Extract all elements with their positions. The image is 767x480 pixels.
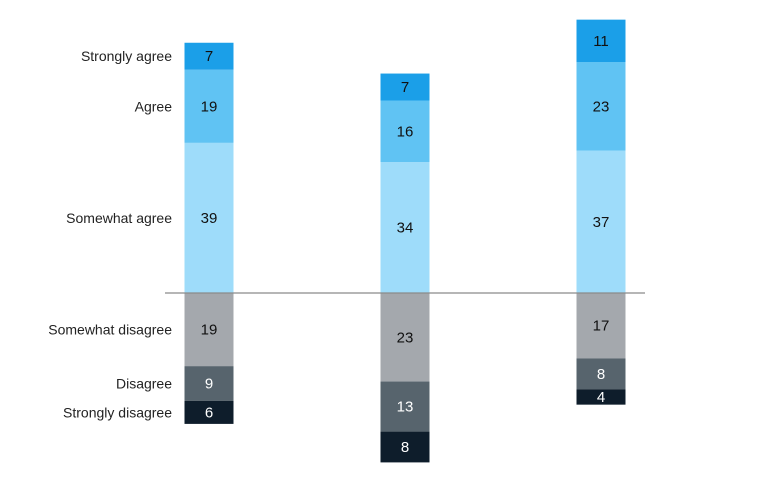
data-label-somewhat-disagree-col2: 23 [397, 329, 414, 346]
data-label-strongly-agree-col2: 7 [401, 79, 409, 96]
bar-segment-somewhat-agree-col2 [380, 162, 430, 293]
bar-segment-disagree-col3 [576, 358, 626, 390]
data-label-disagree-col3: 8 [597, 366, 605, 383]
bar-segment-agree-col1 [184, 69, 234, 143]
data-label-strongly-disagree-col1: 6 [205, 404, 213, 421]
legend-label-somewhat-agree: Somewhat agree [66, 210, 172, 226]
data-label-somewhat-agree-col1: 39 [201, 210, 218, 227]
data-label-agree-col3: 23 [593, 98, 610, 115]
bar-segment-somewhat-disagree-col1 [184, 293, 234, 367]
bar-segment-disagree-col1 [184, 366, 234, 401]
data-label-strongly-agree-col1: 7 [205, 48, 213, 65]
data-label-agree-col2: 16 [397, 123, 414, 140]
bar-segment-strongly-disagree-col2 [380, 431, 430, 463]
data-label-strongly-disagree-col2: 8 [401, 439, 409, 456]
bar-segment-disagree-col2 [380, 381, 430, 432]
bar-segment-strongly-disagree-col3 [576, 389, 626, 405]
legend-label-somewhat-disagree: Somewhat disagree [48, 322, 172, 338]
data-label-strongly-agree-col3: 11 [593, 33, 609, 50]
bar-segment-agree-col2 [380, 100, 430, 163]
bar-segment-agree-col3 [576, 62, 626, 151]
data-label-somewhat-disagree-col3: 17 [593, 318, 610, 335]
bar-segment-strongly-agree-col3 [576, 19, 626, 62]
data-label-strongly-disagree-col3: 4 [597, 389, 605, 406]
bar-segment-somewhat-agree-col1 [184, 142, 234, 293]
bar-segment-strongly-disagree-col1 [184, 400, 234, 424]
legend-label-agree: Agree [135, 98, 173, 114]
data-label-disagree-col2: 13 [397, 399, 414, 416]
data-label-somewhat-agree-col2: 34 [397, 220, 414, 237]
bar-segment-somewhat-disagree-col2 [380, 293, 430, 382]
bar-segment-strongly-agree-col2 [380, 73, 430, 101]
data-label-somewhat-agree-col3: 37 [593, 214, 610, 231]
data-label-somewhat-disagree-col1: 19 [201, 322, 218, 339]
legend-label-disagree: Disagree [116, 375, 172, 391]
legend-label-strongly-agree: Strongly agree [81, 48, 172, 64]
bar-segment-somewhat-agree-col3 [576, 150, 626, 293]
bar-segment-strongly-agree-col1 [184, 42, 234, 70]
data-label-disagree-col1: 9 [205, 375, 213, 392]
data-label-agree-col1: 19 [201, 98, 218, 115]
bar-segment-somewhat-disagree-col3 [576, 293, 626, 359]
legend-label-strongly-disagree: Strongly disagree [63, 404, 172, 420]
